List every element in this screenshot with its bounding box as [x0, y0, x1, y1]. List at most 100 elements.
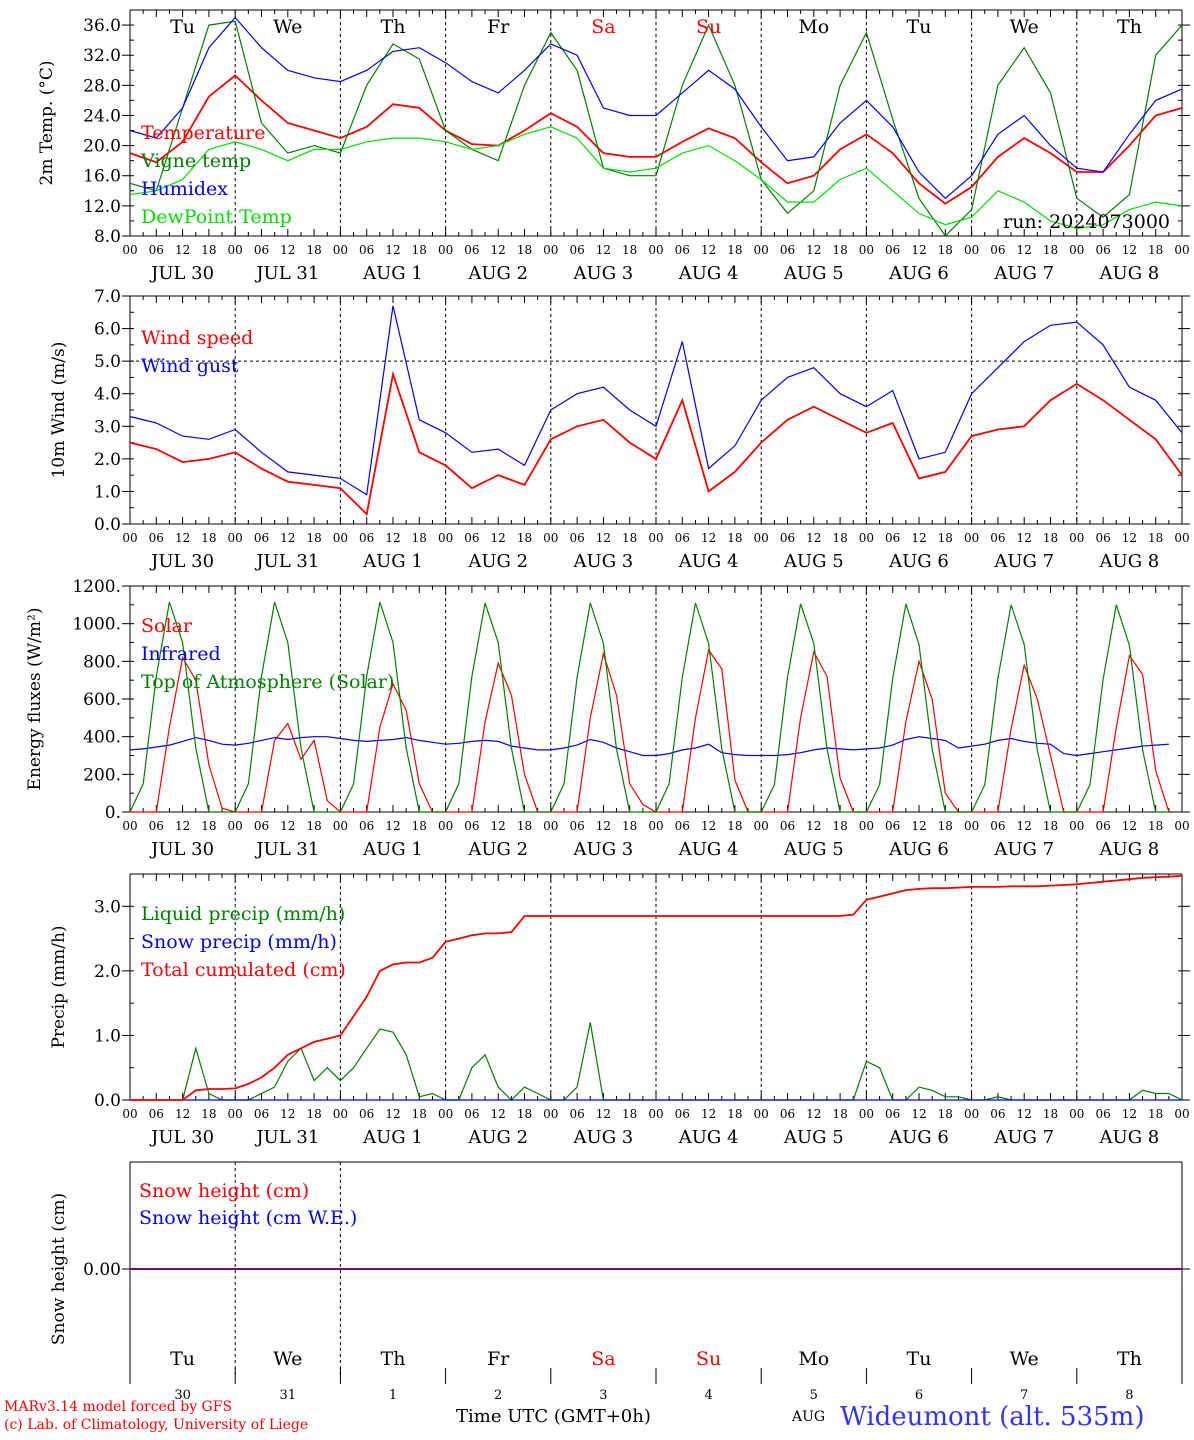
y-tick-label: 20.0 — [83, 137, 121, 157]
hour-label: 00 — [122, 243, 137, 257]
date-label: JUL 31 — [254, 1127, 319, 1148]
hour-label: 00 — [333, 1107, 348, 1121]
y-tick-label: 600. — [83, 690, 121, 710]
hour-label: 00 — [1069, 531, 1084, 545]
date-label: AUG 2 — [467, 551, 528, 572]
hour-label: 18 — [306, 819, 321, 833]
hour-label: 06 — [675, 531, 690, 545]
hour-label: 00 — [964, 531, 979, 545]
weekday-label: We — [273, 16, 302, 38]
date-label: AUG 1 — [362, 551, 423, 572]
hour-label: 00 — [1174, 243, 1189, 257]
hour-label: 18 — [727, 819, 742, 833]
legend-entry: Top of Atmosphere (Solar) — [141, 671, 394, 693]
series-line — [129, 601, 1169, 813]
hour-label: 18 — [832, 1107, 847, 1121]
date-label: AUG 7 — [993, 551, 1054, 572]
hour-label: 12 — [596, 243, 611, 257]
hour-label: 06 — [990, 531, 1005, 545]
hour-label: 06 — [254, 819, 269, 833]
date-label: AUG 5 — [783, 551, 844, 572]
hour-label: 00 — [1174, 531, 1189, 545]
legend-entry: Snow height (cm) — [139, 1180, 309, 1202]
hour-label: 12 — [806, 243, 821, 257]
model-line: MARv3.14 model forced by GFS — [4, 1399, 233, 1415]
date-label: AUG 2 — [467, 839, 528, 860]
y-tick-label: 1.0 — [94, 482, 121, 502]
legend-entry: Wind gust — [141, 355, 239, 377]
date-label: AUG 4 — [678, 551, 739, 572]
y-tick-label: 24.0 — [83, 106, 121, 126]
hour-label: 06 — [359, 243, 374, 257]
date-label: AUG 7 — [993, 263, 1054, 284]
hour-label: 06 — [990, 243, 1005, 257]
hour-label: 00 — [754, 243, 769, 257]
hour-label: 12 — [280, 819, 295, 833]
legend-entry: Wind speed — [141, 327, 253, 349]
hour-label: 12 — [491, 1107, 506, 1121]
hour-label: 00 — [964, 1107, 979, 1121]
hour-label: 12 — [806, 531, 821, 545]
hour-label: 18 — [306, 243, 321, 257]
hour-label: 00 — [228, 1107, 243, 1121]
hour-label: 00 — [333, 243, 348, 257]
hour-label: 18 — [201, 531, 216, 545]
hour-label: 12 — [175, 531, 190, 545]
date-label: AUG 4 — [678, 839, 739, 860]
y-tick-label: 200. — [83, 765, 121, 785]
hour-label: 06 — [990, 1107, 1005, 1121]
hour-label: 18 — [938, 819, 953, 833]
legend-entry: Snow height (cm W.E.) — [139, 1207, 357, 1229]
hour-label: 12 — [175, 1107, 190, 1121]
hour-label: 12 — [806, 1107, 821, 1121]
day-number: 5 — [810, 1388, 818, 1403]
x-axis-title: Time UTC (GMT+0h) — [456, 1406, 651, 1427]
hour-label: 12 — [911, 819, 926, 833]
hour-label: 06 — [780, 531, 795, 545]
hour-label: 00 — [648, 1107, 663, 1121]
hour-label: 18 — [727, 531, 742, 545]
series-line — [129, 126, 1183, 230]
hour-label: 00 — [859, 819, 874, 833]
weekday-label: We — [273, 1348, 302, 1370]
hour-label: 18 — [412, 243, 427, 257]
day-number: 31 — [280, 1388, 297, 1403]
y-tick-label: 2.0 — [94, 962, 121, 982]
hour-label: 00 — [438, 819, 453, 833]
hour-label: 00 — [438, 531, 453, 545]
y-tick-label: 5.0 — [94, 352, 121, 372]
hour-label: 00 — [543, 819, 558, 833]
weekday-label: Fr — [487, 16, 510, 38]
hour-label: 06 — [675, 819, 690, 833]
hour-label: 12 — [1122, 531, 1137, 545]
hour-label: 06 — [885, 819, 900, 833]
day-number: 30 — [174, 1388, 191, 1403]
date-label: AUG 5 — [783, 839, 844, 860]
weekday-label: Tu — [907, 16, 932, 38]
hour-label: 00 — [543, 243, 558, 257]
date-label: AUG 8 — [1099, 551, 1160, 572]
date-label: AUG 1 — [362, 263, 423, 284]
hour-label: 12 — [385, 1107, 400, 1121]
y-tick-label: 1000. — [72, 615, 121, 635]
hour-label: 00 — [333, 819, 348, 833]
copyright-line: (c) Lab. of Climatology, University of L… — [4, 1417, 309, 1433]
hour-label: 06 — [1095, 1107, 1110, 1121]
hour-label: 00 — [228, 819, 243, 833]
hour-label: 12 — [1017, 819, 1032, 833]
hour-label: 00 — [859, 243, 874, 257]
y-axis-label: Snow height (cm) — [49, 1193, 69, 1345]
hour-label: 00 — [122, 819, 137, 833]
panel-4: 00 06 12 18 00 06 12 18 00 06 12 18 00 06 12 18 00 06 12 18… — [49, 873, 1190, 1148]
date-label: JUL 31 — [254, 551, 319, 572]
hour-label: 18 — [832, 243, 847, 257]
y-tick-label: 1.0 — [94, 1026, 121, 1046]
hour-label: 06 — [1095, 819, 1110, 833]
weekday-label: We — [1010, 16, 1039, 38]
hour-label: 18 — [201, 1107, 216, 1121]
date-label: AUG 3 — [573, 551, 634, 572]
hour-label: 00 — [1069, 819, 1084, 833]
run-label: run: 2024073000 — [1003, 211, 1170, 233]
date-label: AUG 8 — [1099, 1127, 1160, 1148]
